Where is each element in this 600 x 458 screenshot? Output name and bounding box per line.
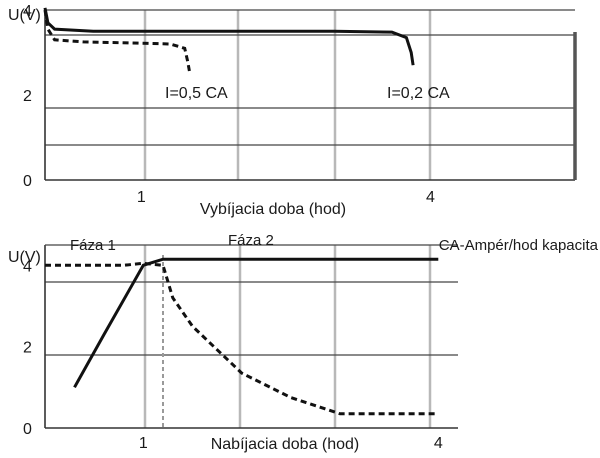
y-tick-label: 4: [23, 258, 32, 275]
series-label-0-5ca: I=0,5 CA: [165, 85, 228, 102]
discharge-grid: [44, 9, 577, 181]
capacity-note: CA-Ampér/hod kapacita: [439, 237, 599, 254]
x-tick-label: 4: [434, 435, 443, 452]
phase-2-label: Fáza 2: [228, 232, 274, 249]
charge-ylabel: U(V): [8, 249, 41, 266]
series-line-1: [73, 257, 439, 389]
x-tick-label: 1: [137, 189, 146, 206]
charge-grid: [44, 244, 458, 429]
discharge-chart: U(V) Vybíjacia doba (hod) 0 2 4 1 4 I=0,5 CA…: [8, 3, 577, 218]
discharge-series: [43, 7, 415, 72]
charge-series: [45, 257, 439, 416]
phase-1-label: Fáza 1: [70, 237, 116, 254]
x-tick-label: 4: [426, 189, 435, 206]
charge-xlabel: Nabíjacia doba (hod): [211, 436, 360, 453]
y-tick-label: 0: [23, 173, 32, 190]
discharge-ticks: 0 2 4 1 4: [23, 3, 435, 206]
y-tick-label: 0: [23, 421, 32, 438]
discharge-xlabel: Vybíjacia doba (hod): [200, 201, 346, 218]
series-label-0-2ca: I=0,2 CA: [387, 85, 450, 102]
y-tick-label: 4: [23, 3, 32, 20]
series-line-1: [43, 9, 191, 72]
discharge-ylabel: U(V): [8, 7, 41, 24]
series-line-2: [45, 261, 439, 416]
y-tick-label: 2: [23, 88, 32, 105]
charge-ticks: 0 2 4 1 4: [23, 258, 443, 452]
y-tick-label: 2: [23, 340, 32, 357]
series-line-2: [43, 7, 415, 66]
x-tick-label: 1: [139, 435, 148, 452]
charge-chart: U(V) Fáza 1 Fáza 2 CA-Ampér/hod kapacita…: [8, 232, 599, 453]
